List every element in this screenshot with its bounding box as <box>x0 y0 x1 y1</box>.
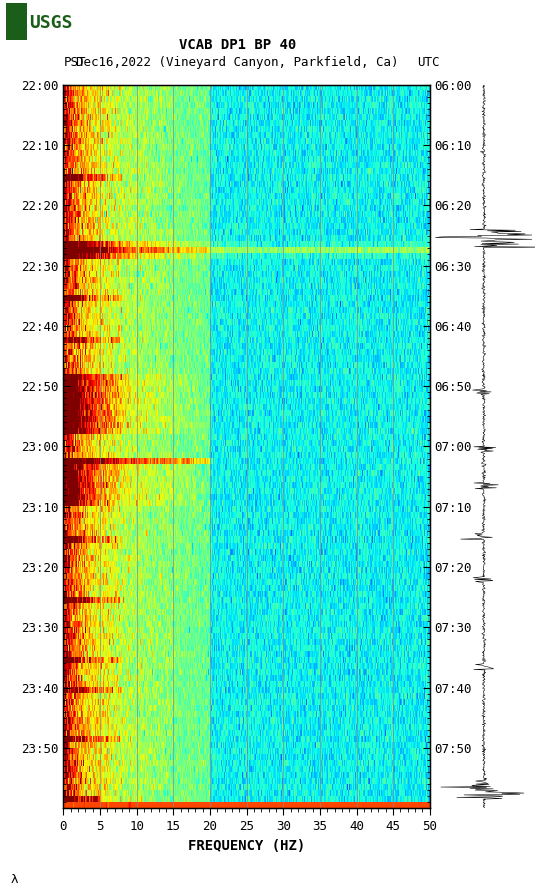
Text: PST: PST <box>63 56 86 69</box>
Text: Dec16,2022 (Vineyard Canyon, Parkfield, Ca): Dec16,2022 (Vineyard Canyon, Parkfield, … <box>76 56 399 69</box>
X-axis label: FREQUENCY (HZ): FREQUENCY (HZ) <box>188 839 305 853</box>
FancyBboxPatch shape <box>6 3 26 40</box>
Text: VCAB DP1 BP 40: VCAB DP1 BP 40 <box>179 38 296 52</box>
Text: UTC: UTC <box>417 56 439 69</box>
Text: USGS: USGS <box>29 14 73 32</box>
Text: λ: λ <box>11 872 19 886</box>
